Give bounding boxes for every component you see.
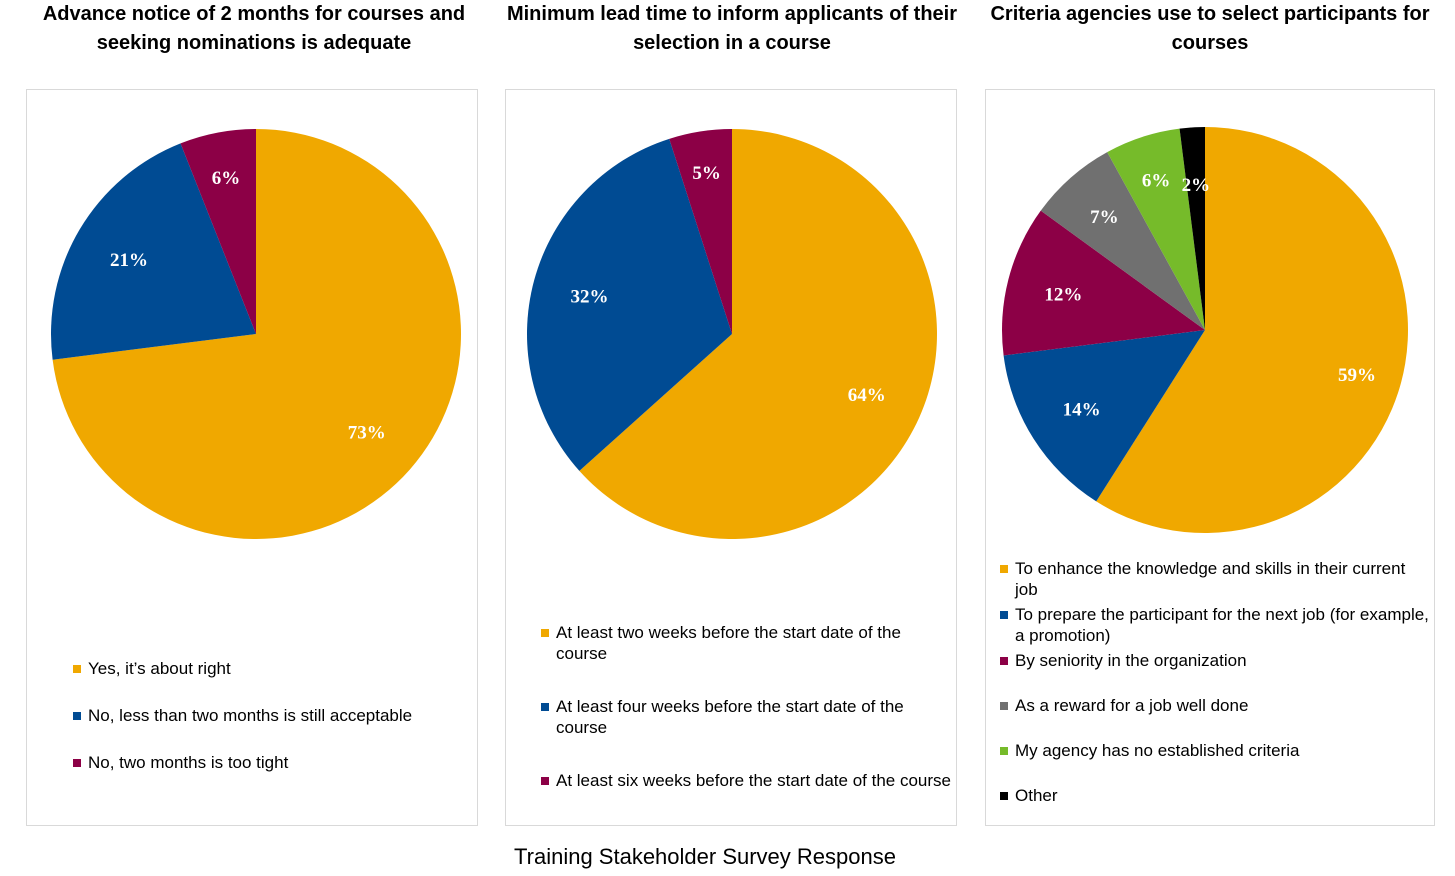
pie-slice-5: [1107, 128, 1205, 330]
legend-swatch: [1000, 747, 1008, 755]
legend-swatch: [73, 759, 81, 767]
legend-item: At least two weeks before the start date…: [541, 622, 951, 664]
legend-label: Other: [1015, 786, 1058, 805]
legend-label: Yes, it’s about right: [88, 659, 231, 678]
pie-data-label-3: 12%: [1044, 285, 1082, 306]
pie-data-label-4: 7%: [1090, 207, 1119, 228]
pie-slice-1: [52, 129, 462, 539]
chart-2-title: Minimum lead time to inform applicants o…: [506, 3, 958, 54]
legend-item: Yes, it’s about right: [73, 658, 473, 679]
legend-label: To enhance the knowledge and skills in t…: [1015, 559, 1406, 599]
pie-data-label-3: 6%: [212, 168, 241, 189]
pie-data-label-2: 32%: [571, 286, 609, 307]
chart-2-legend: At least two weeks before the start date…: [541, 622, 951, 791]
legend-swatch: [541, 777, 549, 785]
legend-swatch: [1000, 657, 1008, 665]
legend-swatch: [73, 665, 81, 673]
legend-label: At least four weeks before the start dat…: [556, 697, 904, 737]
legend-label: At least two weeks before the start date…: [556, 623, 901, 663]
chart-3-panel: 59% 14% 12% 7% 6% 2% To enhance the knowledge…: [985, 89, 1435, 826]
chart-3-legend: To enhance the knowledge and skills in t…: [1000, 558, 1432, 806]
legend-swatch: [1000, 611, 1008, 619]
legend-item: To enhance the knowledge and skills in t…: [1000, 558, 1432, 600]
pie-slice-3: [180, 129, 256, 334]
legend-label: To prepare the participant for the next …: [1015, 605, 1429, 645]
legend-item: By seniority in the organization: [1000, 650, 1432, 671]
legend-item: No, two months is too tight: [73, 752, 473, 773]
chart-1-pie: 73% 21% 6%: [51, 129, 462, 539]
legend-swatch: [1000, 792, 1008, 800]
pie-slice-2: [51, 143, 257, 360]
legend-swatch: [541, 629, 549, 637]
pie-data-label-5: 6%: [1142, 170, 1171, 191]
legend-item: At least four weeks before the start dat…: [541, 696, 951, 738]
pie-data-label-6: 2%: [1182, 175, 1211, 196]
chart-2-panel: 64% 32% 5% At least two weeks before the s…: [505, 89, 957, 826]
legend-item: At least six weeks before the start date…: [541, 770, 951, 791]
pie-slice-2: [1003, 330, 1205, 502]
legend-item: My agency has no established criteria: [1000, 740, 1432, 761]
chart-1-legend: Yes, it’s about right No, less than two m…: [73, 658, 473, 773]
legend-item: To prepare the participant for the next …: [1000, 604, 1432, 646]
legend-label: As a reward for a job well done: [1015, 696, 1249, 715]
chart-3-title: Criteria agencies use to select particip…: [990, 3, 1430, 54]
pie-slice-2: [527, 138, 732, 471]
legend-swatch: [1000, 565, 1008, 573]
chart-1-title: Advance notice of 2 months for courses a…: [42, 3, 466, 54]
pie-data-label-2: 14%: [1063, 399, 1101, 420]
chart-2-pie: 64% 32% 5%: [527, 129, 937, 539]
pie-data-label-3: 5%: [692, 163, 721, 184]
legend-label: No, less than two months is still accept…: [88, 706, 413, 725]
chart-1-panel: 73% 21% 6% Yes, it’s about right No, less t…: [26, 89, 478, 826]
pie-slice-6: [1179, 127, 1205, 330]
pie-slice-3: [1002, 210, 1205, 356]
pie-data-label-1: 73%: [348, 423, 386, 444]
chart-3-pie: 59% 14% 12% 7% 6% 2%: [1002, 127, 1408, 533]
pie-data-label-1: 64%: [848, 385, 886, 406]
pie-data-label-1: 59%: [1338, 365, 1376, 386]
legend-item: As a reward for a job well done: [1000, 695, 1432, 716]
pie-slice-1: [1096, 127, 1408, 533]
legend-item: Other: [1000, 785, 1432, 806]
legend-label: No, two months is too tight: [88, 753, 289, 772]
legend-swatch: [541, 703, 549, 711]
legend-item: No, less than two months is still accept…: [73, 705, 473, 726]
legend-label: By seniority in the organization: [1015, 651, 1247, 670]
pie-slice-4: [1040, 152, 1205, 330]
legend-swatch: [73, 712, 81, 720]
legend-label: At least six weeks before the start date…: [556, 771, 951, 790]
legend-swatch: [1000, 702, 1008, 710]
pie-slice-3: [669, 129, 732, 334]
figure-caption: Training Stakeholder Survey Response: [514, 844, 896, 869]
pie-slice-1: [579, 129, 937, 539]
legend-label: My agency has no established criteria: [1015, 741, 1300, 760]
pie-data-label-2: 21%: [110, 250, 148, 271]
